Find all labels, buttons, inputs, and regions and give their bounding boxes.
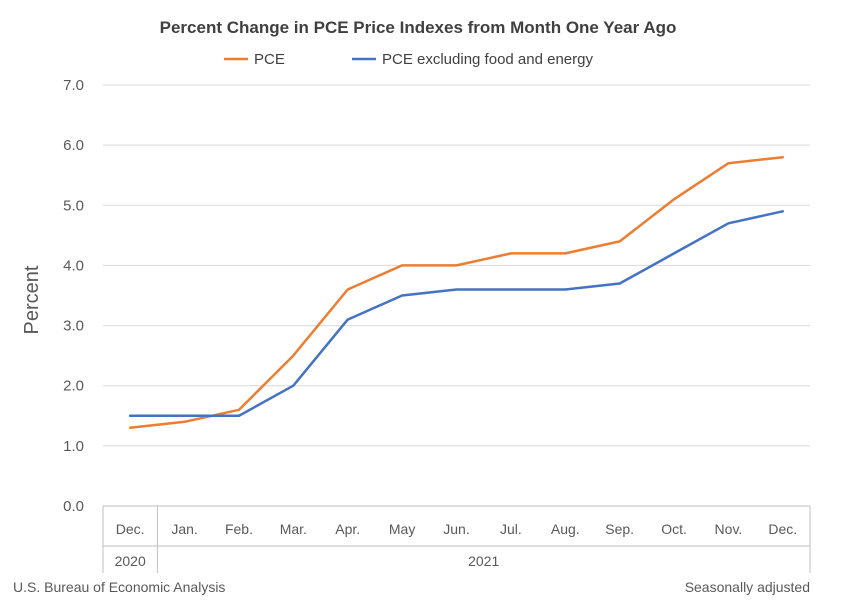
data-point-pce-excluding-food-and-energy	[727, 222, 729, 224]
data-point-pce	[782, 156, 784, 158]
legend-label-core-pce: PCE excluding food and energy	[382, 51, 593, 68]
y-axis-label: Percent	[21, 265, 43, 334]
x-tick-label: Mar.	[280, 521, 307, 537]
y-axis-ticks: 0.0 1.0 2.0 3.0 4.0 5.0 6.0 7.0	[63, 77, 84, 515]
x-tick-label: Jul.	[500, 521, 522, 537]
x-tick-label: Dec.	[768, 521, 797, 537]
y-tick-label: 6.0	[63, 137, 84, 154]
legend-label-pce: PCE	[254, 51, 285, 68]
legend: PCE PCE excluding food and energy	[224, 51, 593, 68]
series-line-pce	[128, 155, 785, 430]
y-tick-label: 3.0	[63, 318, 84, 335]
data-point-pce-excluding-food-and-energy	[401, 294, 403, 296]
x-tick-label: Apr.	[335, 521, 360, 537]
year-label: 2021	[468, 553, 499, 569]
series-lines	[128, 155, 785, 430]
y-tick-label: 5.0	[63, 197, 84, 214]
data-point-pce-excluding-food-and-energy	[510, 288, 512, 290]
data-point-pce	[183, 421, 185, 423]
series-line-pce-excluding-food-and-energy	[128, 210, 785, 418]
x-axis: Dec. Jan. Feb. Mar. Apr. May Jun. Jul. Aug. Sep. O…	[102, 505, 811, 573]
data-point-pce	[727, 162, 729, 164]
y-tick-label: 2.0	[63, 378, 84, 395]
data-point-pce-excluding-food-and-energy	[129, 415, 131, 417]
data-point-pce	[347, 288, 349, 290]
data-point-pce-excluding-food-and-energy	[564, 288, 566, 290]
y-tick-label: 1.0	[63, 438, 84, 455]
seasonal-note: Seasonally adjusted	[685, 579, 810, 595]
x-tick-label: Dec.	[116, 521, 145, 537]
data-point-pce	[673, 198, 675, 200]
year-label: 2020	[115, 553, 146, 569]
data-point-pce-excluding-food-and-energy	[347, 318, 349, 320]
data-point-pce-excluding-food-and-energy	[183, 415, 185, 417]
data-point-pce-excluding-food-and-energy	[782, 210, 784, 212]
x-tick-label: Feb.	[225, 521, 253, 537]
data-point-pce	[401, 264, 403, 266]
data-point-pce	[455, 264, 457, 266]
chart-title: Percent Change in PCE Price Indexes from…	[160, 18, 677, 37]
data-point-pce	[618, 240, 620, 242]
data-point-pce-excluding-food-and-energy	[238, 415, 240, 417]
x-tick-label: Aug.	[551, 521, 580, 537]
y-tick-label: 4.0	[63, 257, 84, 274]
x-tick-label: Sep.	[605, 521, 634, 537]
data-point-pce-excluding-food-and-energy	[673, 252, 675, 254]
y-tick-label: 0.0	[63, 498, 84, 515]
data-point-pce	[129, 427, 131, 429]
y-tick-label: 7.0	[63, 77, 84, 94]
data-point-pce	[292, 354, 294, 356]
x-tick-label: May	[389, 521, 415, 537]
source-note: U.S. Bureau of Economic Analysis	[13, 579, 225, 595]
data-point-pce-excluding-food-and-energy	[618, 282, 620, 284]
data-point-pce	[238, 409, 240, 411]
x-tick-label: Oct.	[661, 521, 687, 537]
data-point-pce	[564, 252, 566, 254]
data-point-pce	[510, 252, 512, 254]
data-point-pce-excluding-food-and-energy	[455, 288, 457, 290]
x-tick-label: Jun.	[443, 521, 469, 537]
x-tick-label: Jan.	[171, 521, 197, 537]
data-point-pce-excluding-food-and-energy	[292, 385, 294, 387]
x-tick-label: Nov.	[715, 521, 743, 537]
